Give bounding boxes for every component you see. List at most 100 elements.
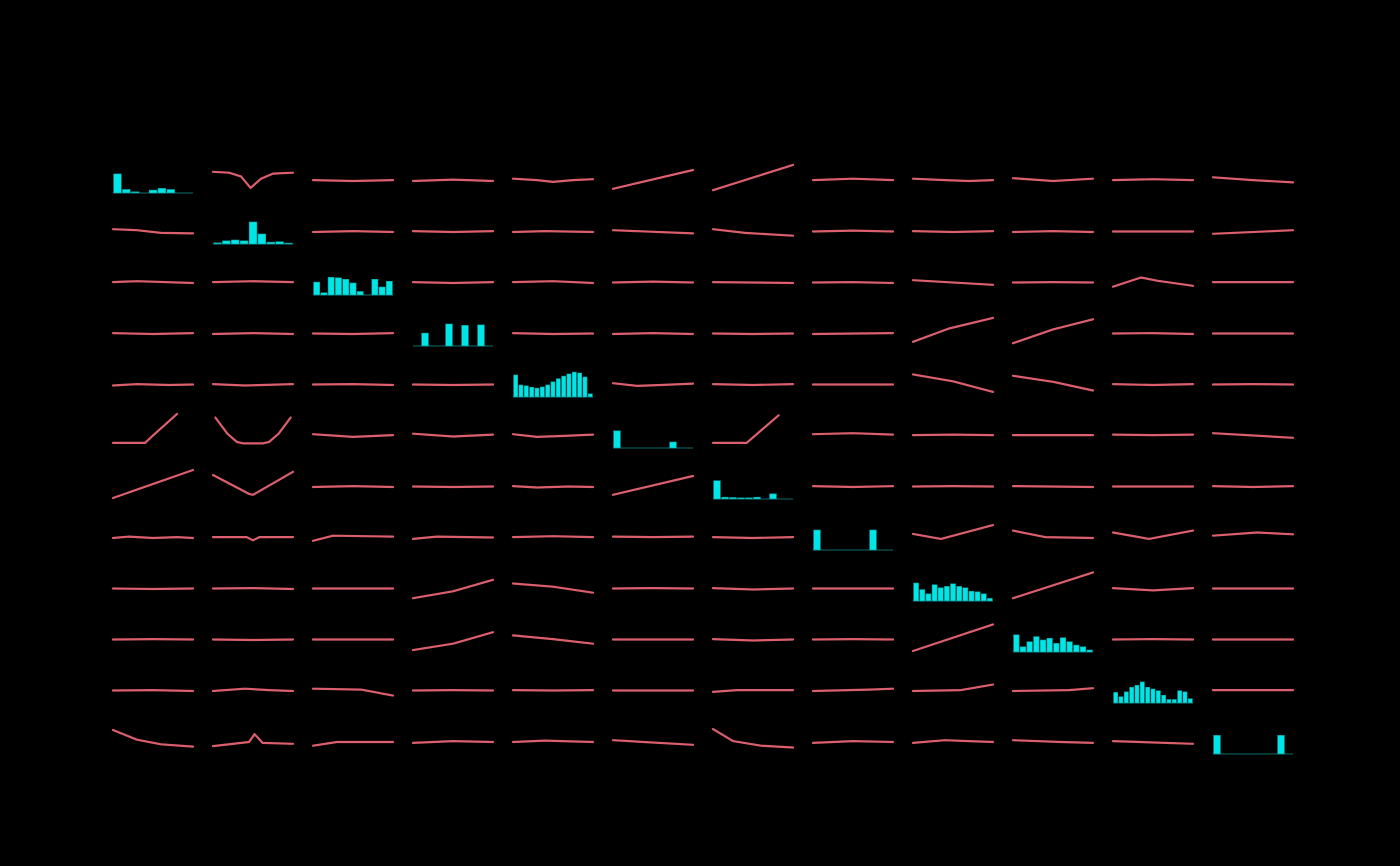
trend-line	[611, 229, 695, 235]
cell-r12c1-line-plot	[111, 728, 195, 748]
cell-r4c10-line-plot	[1011, 318, 1095, 345]
hist-bar	[1150, 688, 1156, 704]
cell-r3c4-line-plot	[411, 281, 495, 285]
cell-r2c5-line-plot	[511, 230, 595, 234]
trend-line	[111, 280, 195, 285]
trend-line	[1211, 229, 1295, 235]
cell-r9c5-line-plot	[511, 582, 595, 594]
cell-r3c3-histogram	[313, 276, 393, 296]
hist-bar	[539, 386, 545, 398]
trend-line	[211, 638, 295, 642]
hist-bar	[1161, 694, 1166, 704]
hist-bar	[320, 292, 328, 296]
trend-line	[1111, 178, 1195, 182]
hist-bar	[1156, 690, 1161, 704]
cell-r12c2-line-plot	[211, 733, 295, 748]
cell-r4c3-line-plot	[311, 332, 395, 336]
trend-line	[411, 739, 495, 745]
trend-line	[611, 535, 695, 539]
hist-bar	[577, 372, 582, 398]
cell-r10c4-line-plot	[411, 631, 495, 652]
trend-line	[1011, 571, 1095, 600]
trend-line	[1111, 276, 1195, 288]
hist-bar	[1073, 644, 1080, 653]
hist-bar	[956, 586, 963, 602]
hist-bar	[721, 496, 729, 500]
trend-line	[511, 535, 595, 539]
cell-r11c10-line-plot	[1011, 687, 1095, 693]
cell-r6c2-line-plot	[214, 416, 292, 445]
cell-r12c3-line-plot	[311, 740, 395, 747]
trend-line	[1011, 230, 1095, 234]
hist-bar	[931, 584, 938, 602]
trend-line	[811, 485, 895, 489]
trend-line	[1011, 318, 1095, 345]
cell-r10c5-line-plot	[511, 634, 595, 645]
trend-line	[1111, 739, 1195, 745]
cell-r8c12-line-plot	[1211, 531, 1295, 537]
trend-line	[1211, 531, 1295, 537]
trend-line	[111, 412, 179, 444]
cell-r6c4-line-plot	[411, 432, 495, 438]
cell-r8c7-line-plot	[711, 535, 795, 540]
trend-line	[711, 281, 795, 285]
trend-line	[511, 280, 595, 285]
cell-r6c6-histogram	[613, 430, 693, 449]
cell-r12c6-line-plot	[611, 739, 695, 746]
trend-line	[711, 727, 795, 749]
trend-line	[311, 687, 395, 697]
cell-r7c12-line-plot	[1211, 485, 1295, 489]
hist-bar	[974, 591, 981, 602]
trend-line	[711, 637, 795, 642]
cell-r1c5-line-plot	[511, 177, 595, 183]
trend-line	[111, 468, 195, 500]
cell-r2c1-line-plot	[111, 228, 195, 235]
hist-bar	[131, 191, 140, 194]
hist-bar	[980, 593, 987, 602]
hist-bar	[545, 384, 550, 398]
hist-bar	[1177, 690, 1182, 704]
hist-bar	[813, 529, 821, 551]
cell-r5c7-line-plot	[711, 383, 795, 387]
hist-bar	[266, 241, 275, 245]
cell-r1c6-line-plot	[611, 168, 695, 190]
trend-line	[711, 535, 795, 540]
trend-line	[411, 631, 495, 652]
cell-r2c6-line-plot	[611, 229, 695, 235]
hist-bar	[1129, 686, 1134, 704]
hist-bar	[222, 240, 231, 245]
trend-line	[911, 316, 995, 343]
cell-r12c4-line-plot	[411, 739, 495, 745]
cell-r3c9-line-plot	[911, 279, 995, 286]
cell-r5c3-line-plot	[311, 383, 395, 387]
hist-bar	[518, 384, 524, 398]
cell-r7c5-line-plot	[511, 485, 595, 489]
hist-bar	[240, 240, 249, 245]
cell-r3c1-line-plot	[111, 280, 195, 285]
trend-line	[811, 332, 895, 336]
cell-r8c9-line-plot	[911, 523, 995, 541]
hist-bar	[962, 587, 969, 602]
hist-bar	[1124, 691, 1129, 704]
hist-bar	[1118, 696, 1124, 704]
trend-line	[711, 586, 795, 591]
hist-bar	[513, 374, 518, 398]
hist-bar	[166, 189, 175, 194]
trend-line	[1111, 332, 1195, 336]
trend-line	[1211, 432, 1295, 439]
hist-bar	[213, 242, 222, 245]
cell-r6c3-line-plot	[311, 433, 395, 438]
cell-r9c11-line-plot	[1111, 586, 1195, 592]
hist-bar	[113, 173, 122, 194]
cell-r4c4-histogram	[413, 323, 493, 347]
trend-line	[511, 739, 595, 744]
cell-r3c2-line-plot	[211, 280, 295, 284]
trend-line	[211, 733, 295, 748]
cell-r3c5-line-plot	[511, 280, 595, 285]
cell-r5c4-line-plot	[411, 383, 495, 387]
hist-bar	[349, 282, 357, 296]
trend-line	[311, 179, 395, 183]
cell-r5c11-line-plot	[1111, 383, 1195, 387]
trend-line	[1011, 485, 1095, 489]
cell-r5c10-line-plot	[1011, 374, 1095, 392]
